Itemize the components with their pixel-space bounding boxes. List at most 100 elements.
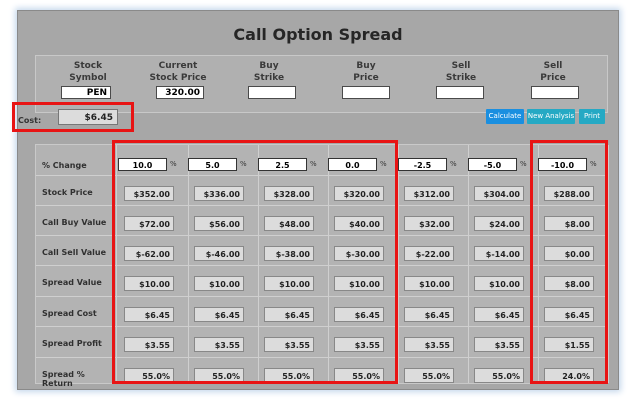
- percent-change-input[interactable]: 2.5: [258, 158, 307, 171]
- symbol-label-1: Stock: [73, 61, 103, 71]
- buy-strike-input[interactable]: [248, 86, 296, 99]
- result-cell: $40.00: [334, 216, 384, 231]
- sell-strike-label-2: Strike: [445, 73, 477, 83]
- row-label: Spread Profit: [42, 339, 102, 348]
- price-label-1: Current: [158, 61, 198, 71]
- percent-change-input[interactable]: -10.0: [538, 158, 587, 171]
- grid-divider: [36, 175, 607, 176]
- sell-price-input[interactable]: [531, 86, 579, 99]
- grid-divider: [538, 145, 539, 383]
- result-cell: $3.55: [404, 337, 454, 352]
- buy-price-label-1: Buy: [356, 61, 376, 71]
- result-cell: $6.45: [264, 307, 314, 322]
- result-cell: $72.00: [124, 216, 174, 231]
- calculate-button[interactable]: Calculate: [486, 109, 524, 124]
- result-cell: $0.00: [544, 246, 594, 261]
- result-cell: $10.00: [334, 276, 384, 291]
- grid-divider: [36, 235, 607, 236]
- result-cell: $24.00: [474, 216, 524, 231]
- result-cell: $8.00: [544, 276, 594, 291]
- symbol-label-2: Symbol: [69, 73, 107, 83]
- result-cell: $10.00: [124, 276, 174, 291]
- result-cell: $10.00: [264, 276, 314, 291]
- stock-price-input[interactable]: 320.00: [156, 86, 204, 99]
- result-cell: $352.00: [124, 186, 174, 201]
- result-cell: $3.55: [334, 337, 384, 352]
- percent-symbol: %: [240, 160, 247, 168]
- grid-divider: [116, 145, 117, 383]
- grid-divider: [608, 145, 609, 383]
- grid-divider: [36, 205, 607, 206]
- result-cell: $328.00: [264, 186, 314, 201]
- symbol-col: Stock Symbol: [48, 60, 128, 85]
- sell-strike-input[interactable]: [436, 86, 484, 99]
- cost-value: $6.45: [58, 109, 118, 125]
- percent-symbol: %: [380, 160, 387, 168]
- buy-strike-col: Buy Strike: [229, 60, 309, 85]
- buy-strike-label-1: Buy: [259, 61, 279, 71]
- sell-strike-label-1: Sell: [451, 61, 471, 71]
- percent-symbol: %: [310, 160, 317, 168]
- grid-divider: [328, 145, 329, 383]
- result-cell: $48.00: [264, 216, 314, 231]
- result-cell: $3.55: [194, 337, 244, 352]
- result-cell: $56.00: [194, 216, 244, 231]
- percent-symbol: %: [520, 160, 527, 168]
- cost-highlight: [12, 102, 134, 132]
- price-label-2: Stock Price: [149, 73, 207, 83]
- row-label: Spread % Return: [42, 370, 85, 388]
- buy-price-input[interactable]: [342, 86, 390, 99]
- percent-symbol: %: [450, 160, 457, 168]
- result-cell: $304.00: [474, 186, 524, 201]
- result-cell: $-62.00: [124, 246, 174, 261]
- result-cell: $-46.00: [194, 246, 244, 261]
- row-label: Spread Value: [42, 278, 102, 287]
- highlight-last-column: [530, 140, 608, 384]
- result-cell: $6.45: [404, 307, 454, 322]
- percent-change-input[interactable]: -2.5: [398, 158, 447, 171]
- result-cell: $3.55: [124, 337, 174, 352]
- grid-divider: [36, 326, 607, 327]
- result-cell: $10.00: [194, 276, 244, 291]
- percent-change-input[interactable]: 10.0: [118, 158, 167, 171]
- row-label: Spread Cost: [42, 309, 97, 318]
- grid-divider: [258, 145, 259, 383]
- result-cell: $10.00: [404, 276, 454, 291]
- result-cell: 55.0%: [404, 368, 454, 383]
- buy-price-col: Buy Price: [326, 60, 406, 85]
- print-button[interactable]: Print: [579, 109, 605, 124]
- row-label: Call Sell Value: [42, 248, 107, 257]
- page-title: Call Option Spread: [233, 25, 403, 44]
- results-grid: % Change Stock Price Call Buy Value Call Se…: [35, 144, 609, 388]
- percent-change-input[interactable]: 0.0: [328, 158, 377, 171]
- price-col: Current Stock Price: [138, 60, 218, 85]
- result-cell: $3.55: [264, 337, 314, 352]
- result-cell: $10.00: [474, 276, 524, 291]
- buy-price-label-2: Price: [353, 73, 379, 83]
- result-cell: $-14.00: [474, 246, 524, 261]
- grid-divider: [188, 145, 189, 383]
- highlight-positive-columns: [112, 140, 398, 384]
- sell-price-label-2: Price: [540, 73, 566, 83]
- result-cell: $312.00: [404, 186, 454, 201]
- percent-change-input[interactable]: 5.0: [188, 158, 237, 171]
- calculator-frame: Call Option Spread Stock Symbol PEN Curre…: [12, 10, 619, 390]
- sell-strike-col: Sell Strike: [421, 60, 501, 85]
- symbol-input[interactable]: PEN: [61, 86, 111, 99]
- grid-divider: [36, 296, 607, 297]
- grid-divider: [398, 145, 399, 383]
- percent-symbol: %: [590, 160, 597, 168]
- percent-change-input[interactable]: -5.0: [468, 158, 517, 171]
- result-cell: $6.45: [334, 307, 384, 322]
- new-analysis-button[interactable]: New Analysis: [527, 109, 575, 124]
- result-cell: $32.00: [404, 216, 454, 231]
- row-label: Stock Price: [42, 188, 93, 197]
- result-cell: $320.00: [334, 186, 384, 201]
- result-cell: $6.45: [544, 307, 594, 322]
- cost-label: Cost:: [18, 116, 42, 125]
- row-label: % Change: [42, 161, 87, 170]
- result-cell: $-22.00: [404, 246, 454, 261]
- row-label: Call Buy Value: [42, 218, 107, 227]
- sell-price-col: Sell Price: [513, 60, 593, 85]
- grid-divider: [36, 357, 607, 358]
